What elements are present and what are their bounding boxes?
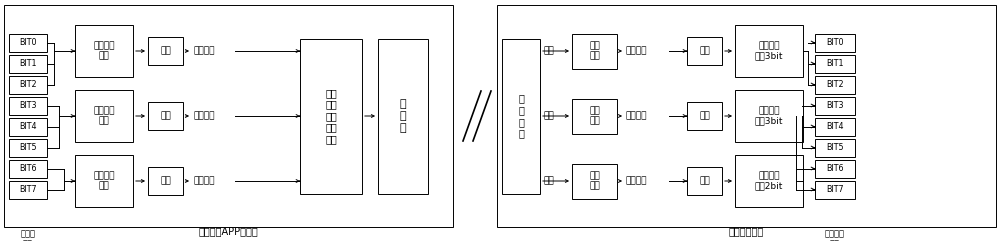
Text: BIT5: BIT5 [826,143,844,152]
Bar [75,155,133,207]
Text: 蓝色强度: 蓝色强度 [626,176,648,186]
Bar [9,33,47,52]
Text: BIT7: BIT7 [19,185,37,194]
Text: 蓝色强度: 蓝色强度 [193,176,214,186]
Text: BIT2: BIT2 [826,80,844,89]
Text: BIT2: BIT2 [19,80,37,89]
Text: BIT6: BIT6 [19,164,37,173]
Bar [815,118,855,135]
Bar [815,139,855,156]
Text: 蓝光: 蓝光 [544,176,555,186]
Text: 接收到的
字节: 接收到的 字节 [825,229,845,241]
Text: 分
光
滤
镜: 分 光 滤 镜 [518,94,524,138]
Text: 光敏
器件: 光敏 器件 [589,106,600,126]
Text: BIT1: BIT1 [826,59,844,68]
Bar [4,5,453,227]
Bar [815,160,855,178]
Text: 红色通道
数据: 红色通道 数据 [93,41,115,61]
Bar [687,37,722,65]
Text: 查表: 查表 [699,176,710,186]
Text: 蓝色通道
数据2bit: 蓝色通道 数据2bit [755,171,783,191]
Text: BIT4: BIT4 [826,122,844,131]
Bar [687,167,722,195]
Bar [572,99,617,134]
Bar [815,96,855,114]
Text: 绿光: 绿光 [544,112,555,120]
Bar [9,75,47,94]
Text: 智能手机APP发送端: 智能手机APP发送端 [199,226,258,236]
Text: 红色强度: 红色强度 [626,47,648,55]
Bar [815,75,855,94]
Text: 查表: 查表 [160,176,171,186]
Text: BIT0: BIT0 [826,38,844,47]
Text: 待发送
字节: 待发送 字节 [20,229,36,241]
Text: 可见
光强
度与
颜色
运算: 可见 光强 度与 颜色 运算 [325,88,337,144]
Text: 绿色强度: 绿色强度 [626,112,648,120]
Bar [148,167,183,195]
Text: BIT0: BIT0 [19,38,37,47]
Text: 查表: 查表 [699,47,710,55]
Bar [9,118,47,135]
Bar [497,5,996,227]
Text: 光敏
器件: 光敏 器件 [589,41,600,61]
Bar [815,54,855,73]
Text: 显
示
屏: 显 示 屏 [400,99,406,133]
Bar [75,25,133,77]
Bar [572,33,617,68]
Text: 红色强度: 红色强度 [193,47,214,55]
Text: BIT1: BIT1 [19,59,37,68]
Text: 绿色通道
数据3bit: 绿色通道 数据3bit [755,106,783,126]
Bar [9,160,47,178]
Bar [75,90,133,142]
Bar [572,163,617,199]
Bar [148,37,183,65]
Text: BIT7: BIT7 [826,185,844,194]
Text: 绿色强度: 绿色强度 [193,112,214,120]
Text: 红光: 红光 [544,47,555,55]
Bar [502,39,540,194]
Bar [9,96,47,114]
Bar [378,39,428,194]
Bar [148,102,183,130]
Text: BIT5: BIT5 [19,143,37,152]
Bar [735,155,803,207]
Text: BIT6: BIT6 [826,164,844,173]
Bar [9,54,47,73]
Text: 绿色通道
数据: 绿色通道 数据 [93,106,115,126]
Text: 光敏
器件: 光敏 器件 [589,171,600,191]
Bar [735,90,803,142]
Bar [9,139,47,156]
Bar [735,25,803,77]
Text: BIT4: BIT4 [19,122,37,131]
Bar [9,181,47,199]
Text: 查表: 查表 [160,47,171,55]
Text: 红色通道
数据3bit: 红色通道 数据3bit [755,41,783,61]
Text: 蓝色通道
数据: 蓝色通道 数据 [93,171,115,191]
Bar [815,33,855,52]
Text: 查表: 查表 [160,112,171,120]
Bar [300,39,362,194]
Text: BIT3: BIT3 [826,101,844,110]
Bar [815,181,855,199]
Text: 查表: 查表 [699,112,710,120]
Text: BIT3: BIT3 [19,101,37,110]
Bar [687,102,722,130]
Text: 自制接收终端: 自制接收终端 [729,226,764,236]
